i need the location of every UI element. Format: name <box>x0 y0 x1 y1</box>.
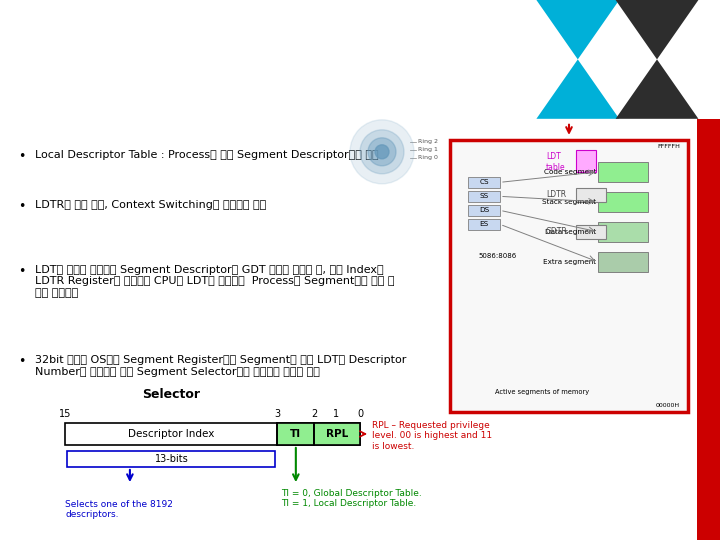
Circle shape <box>375 145 389 159</box>
Text: User context: User context <box>18 33 179 53</box>
Bar <box>65 423 360 445</box>
Text: 13-bits: 13-bits <box>156 454 189 464</box>
Text: TI = 0, Global Descriptor Table.
TI = 1, Local Descriptor Table.: TI = 0, Global Descriptor Table. TI = 1,… <box>281 489 422 508</box>
Text: CS: CS <box>480 179 489 185</box>
Polygon shape <box>536 0 619 59</box>
Bar <box>576 225 606 239</box>
Text: Data segment: Data segment <box>545 229 596 235</box>
Text: 2: 2 <box>311 409 318 419</box>
Bar <box>468 219 500 230</box>
Bar <box>277 423 314 445</box>
Text: 32bit 이상의 OS에서 Segment Register에는 Segment에 관한 LDT의 Descriptor
Number가 들어가게 되어 Se: 32bit 이상의 OS에서 Segment Register에는 Segmen… <box>35 355 406 376</box>
Text: TI: TI <box>290 429 302 439</box>
Circle shape <box>368 138 396 166</box>
Bar <box>468 191 500 202</box>
Text: LDTR: LDTR <box>546 190 566 199</box>
Bar <box>697 119 720 540</box>
Text: 15: 15 <box>59 409 71 419</box>
Text: DS: DS <box>479 207 489 213</box>
Bar <box>576 188 606 202</box>
Bar <box>598 162 648 182</box>
Text: FFFFFH: FFFFFH <box>657 144 680 149</box>
Text: LDTR를 통해 접근, Context Switching과 관련성이 있음: LDTR를 통해 접근, Context Switching과 관련성이 있음 <box>35 200 266 210</box>
Text: Selector: Selector <box>142 388 200 401</box>
Text: Selects one of the 8192
descriptors.: Selects one of the 8192 descriptors. <box>65 500 173 519</box>
Polygon shape <box>616 59 698 119</box>
Text: LDT의 위치를 나타내는 Segment Descriptor를 GDT 내부에 저장한 뒤, 해당 Index를
LDTR Register에 넣어주면 C: LDT의 위치를 나타내는 Segment Descriptor를 GDT 내부… <box>35 265 395 298</box>
Bar <box>468 177 500 188</box>
Text: Ring 0: Ring 0 <box>418 156 438 160</box>
Text: Stack segment: Stack segment <box>542 199 596 205</box>
Text: 1: 1 <box>333 409 339 419</box>
Text: ES: ES <box>480 221 489 227</box>
Text: Code segment: Code segment <box>544 169 596 175</box>
Bar <box>576 150 596 172</box>
Circle shape <box>350 120 414 184</box>
Text: Local Descriptor Table : Process에 대한 Segment Descriptor들을 보관: Local Descriptor Table : Process에 대한 Seg… <box>35 150 379 160</box>
Text: Descriptor Table - LDT: Descriptor Table - LDT <box>18 73 296 93</box>
Text: •: • <box>18 200 25 213</box>
Circle shape <box>360 130 404 174</box>
Bar <box>67 451 275 467</box>
Text: 0: 0 <box>357 409 363 419</box>
Text: RPL – Requested privilege
level. 00 is highest and 11
is lowest.: RPL – Requested privilege level. 00 is h… <box>372 421 492 451</box>
Bar <box>450 140 688 412</box>
Polygon shape <box>536 59 619 119</box>
Text: Ring 2: Ring 2 <box>418 139 438 144</box>
Text: Extra segment: Extra segment <box>543 259 596 265</box>
Text: •: • <box>18 355 25 368</box>
Text: 3: 3 <box>274 409 281 419</box>
Text: LDT
table: LDT table <box>546 152 566 172</box>
Bar <box>598 222 648 242</box>
Text: •: • <box>18 265 25 278</box>
Text: RPL: RPL <box>326 429 348 439</box>
Bar <box>468 205 500 216</box>
Polygon shape <box>616 0 698 59</box>
Text: Ring 1: Ring 1 <box>418 147 438 152</box>
Bar <box>314 423 360 445</box>
Bar <box>598 192 648 212</box>
Text: 00000H: 00000H <box>656 403 680 408</box>
Text: SS: SS <box>480 193 489 199</box>
Text: •: • <box>18 150 25 163</box>
Text: GDTR: GDTR <box>546 227 568 237</box>
Bar <box>598 252 648 272</box>
Text: 5086:8086: 5086:8086 <box>478 253 516 259</box>
Text: Active segments of memory: Active segments of memory <box>495 389 589 395</box>
Text: Descriptor Index: Descriptor Index <box>128 429 215 439</box>
